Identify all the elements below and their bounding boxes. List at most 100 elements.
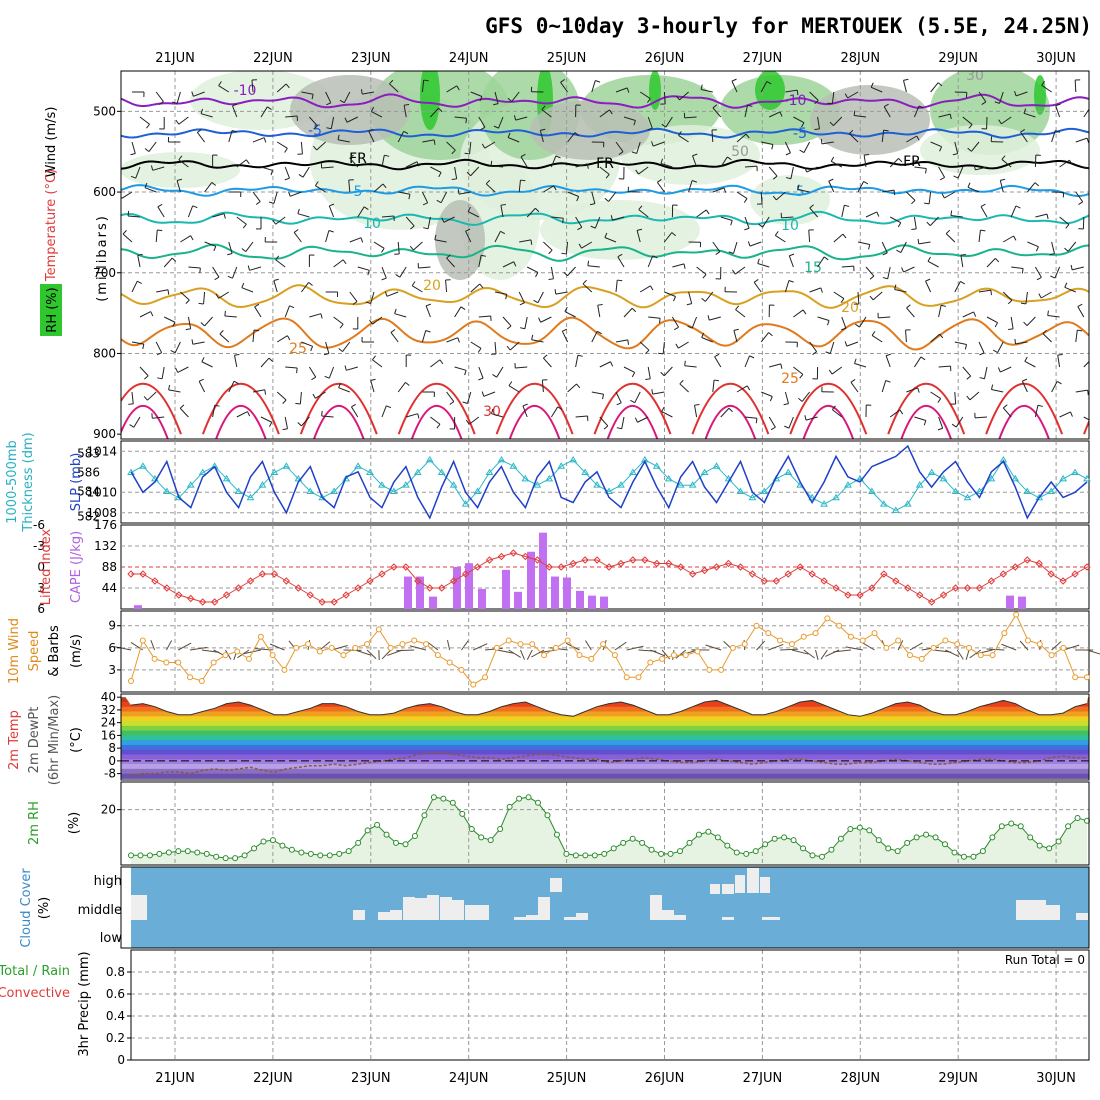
temp-color-band bbox=[121, 725, 1089, 732]
wind-barb bbox=[508, 381, 520, 393]
isotherm-plus30 bbox=[789, 382, 868, 435]
rh-point bbox=[781, 834, 788, 841]
li-point bbox=[653, 559, 661, 568]
wind-speed-point bbox=[895, 637, 902, 644]
rh-shading bbox=[530, 100, 650, 160]
thickness-point bbox=[879, 500, 888, 507]
precip-label-total: Total / Rain bbox=[0, 964, 70, 979]
wind-barb bbox=[276, 141, 288, 153]
wind-barb bbox=[1047, 310, 1060, 318]
cape-bar bbox=[539, 532, 547, 609]
wind-barb bbox=[236, 159, 250, 168]
cape-bar bbox=[576, 590, 584, 609]
wind-barb bbox=[575, 216, 583, 231]
wind-barb bbox=[990, 384, 1004, 393]
thickness-point bbox=[581, 468, 589, 476]
wind-speed-point bbox=[847, 633, 854, 640]
wind-speed-point bbox=[659, 655, 666, 662]
wind-barb bbox=[1034, 266, 1042, 281]
wind-speed-point bbox=[281, 666, 288, 673]
cloud-block bbox=[415, 898, 427, 920]
wind-barb bbox=[623, 307, 637, 318]
wind-barb bbox=[269, 643, 285, 651]
li-point bbox=[175, 591, 183, 599]
isotherm-plus35 bbox=[508, 405, 561, 439]
isotherm-label: 15 bbox=[804, 260, 822, 276]
wind-barb bbox=[234, 353, 240, 368]
wind-barb bbox=[215, 291, 230, 299]
wind-barb bbox=[212, 404, 220, 418]
wind-barb bbox=[828, 178, 835, 193]
wind-barb bbox=[252, 389, 267, 395]
cloud-block bbox=[1046, 905, 1060, 920]
precip-panel: 0.8 0.6 0.4 0.2 0 Total / Rain Convective 3h… bbox=[0, 949, 1090, 1067]
wind-barb bbox=[478, 366, 484, 381]
wind-barb bbox=[315, 181, 326, 193]
isotherm-plus30 bbox=[7, 384, 83, 434]
precip-label-axis: 3hr Precip (mm) bbox=[77, 951, 92, 1056]
thickness-point bbox=[820, 500, 828, 507]
wind-barb bbox=[587, 260, 600, 268]
y-tick-label: 700 bbox=[93, 266, 116, 280]
rh-point bbox=[232, 855, 239, 862]
y-tick-label: 176 bbox=[94, 518, 117, 532]
wind-barb bbox=[686, 291, 693, 306]
wind-barb bbox=[430, 416, 441, 429]
wind-barb bbox=[812, 366, 819, 380]
wind-barb bbox=[951, 416, 964, 428]
wind-barb bbox=[591, 80, 601, 93]
wind-speed-point bbox=[505, 637, 512, 644]
wind-barb bbox=[567, 132, 580, 143]
wind-barb bbox=[155, 91, 164, 105]
wind-barb bbox=[446, 254, 455, 268]
wind-barb bbox=[293, 229, 302, 243]
wind-barb bbox=[519, 239, 533, 245]
rh-point bbox=[336, 850, 343, 857]
rh-area bbox=[131, 797, 1087, 865]
thickness-point bbox=[473, 487, 482, 494]
rh-shading bbox=[435, 200, 485, 280]
wind-barb bbox=[389, 79, 399, 93]
wind-barb bbox=[492, 366, 504, 378]
rh-point bbox=[449, 799, 456, 806]
wind-barb bbox=[589, 191, 596, 206]
wind-barb bbox=[425, 303, 431, 318]
y-tick-label: 584 bbox=[77, 484, 100, 498]
wind-barb bbox=[218, 81, 230, 93]
thickness-point bbox=[401, 481, 410, 488]
y-tick-label: 16 bbox=[101, 728, 116, 742]
wind-barb bbox=[212, 213, 226, 219]
wind-barb bbox=[357, 206, 369, 218]
wind-barb bbox=[1010, 205, 1021, 218]
wind-speed-point bbox=[1013, 611, 1020, 618]
rh-point bbox=[307, 850, 314, 857]
wind-barb bbox=[519, 316, 528, 330]
isotherm-plus30 bbox=[299, 382, 378, 435]
wind-barb bbox=[381, 154, 390, 168]
wind-barb bbox=[405, 216, 415, 230]
rh-point bbox=[146, 852, 153, 859]
wind-barb bbox=[966, 391, 980, 401]
li-point bbox=[676, 563, 685, 571]
wind-barb bbox=[599, 109, 613, 118]
li-point bbox=[557, 563, 565, 571]
thickness-point bbox=[712, 462, 721, 469]
temp-label-3: (6hr Min/Max) bbox=[47, 695, 62, 785]
wind-barb bbox=[809, 91, 819, 105]
wind-speed-point bbox=[670, 652, 677, 659]
wind-barb bbox=[285, 115, 298, 121]
thickness-point bbox=[664, 474, 673, 482]
wind-barb bbox=[804, 415, 818, 421]
wind-barb bbox=[232, 103, 238, 118]
cloud-label-1: Cloud Cover bbox=[19, 868, 34, 948]
wind-barb bbox=[502, 316, 512, 330]
li-point bbox=[354, 584, 362, 592]
wind-barb bbox=[1051, 130, 1061, 143]
wind-barb bbox=[333, 316, 344, 329]
wind-barb bbox=[422, 139, 436, 145]
li-point bbox=[915, 591, 924, 599]
wind-barb bbox=[707, 315, 721, 321]
wind-barb bbox=[365, 291, 375, 305]
wind-barb bbox=[927, 256, 939, 268]
wind-barb bbox=[531, 334, 544, 343]
